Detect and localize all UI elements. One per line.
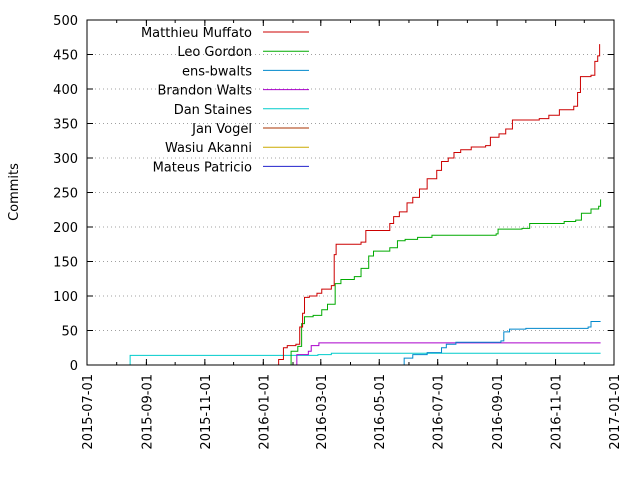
y-tick-label: 100 bbox=[53, 290, 78, 305]
legend-label: ens-bwalts bbox=[182, 64, 252, 79]
legend-label: Matthieu Muffato bbox=[141, 26, 252, 41]
x-tick-label: 2016-07-01 bbox=[432, 374, 447, 450]
series-line-3 bbox=[87, 342, 601, 366]
y-axis-label: Commits bbox=[7, 163, 22, 221]
x-tick-label: 2016-11-01 bbox=[550, 374, 565, 450]
x-tick-label: 2015-09-01 bbox=[140, 374, 155, 450]
x-tick-label: 2017-01-01 bbox=[608, 374, 623, 450]
plot-border bbox=[86, 19, 615, 366]
y-tick-label: 500 bbox=[53, 14, 78, 29]
legend-label: Mateus Patricio bbox=[153, 160, 252, 175]
legend-label: Jan Vogel bbox=[191, 122, 252, 137]
series-line-2 bbox=[87, 321, 601, 366]
series-line-0 bbox=[87, 44, 601, 366]
y-tick-label: 200 bbox=[53, 221, 78, 236]
y-tick-label: 450 bbox=[53, 49, 78, 64]
y-tick-label: 150 bbox=[53, 256, 78, 271]
x-tick-label: 2016-01-01 bbox=[257, 374, 272, 450]
x-tick-label: 2015-11-01 bbox=[199, 374, 214, 450]
x-tick-label: 2016-03-01 bbox=[315, 374, 330, 450]
y-tick-label: 0 bbox=[70, 359, 78, 374]
y-tick-label: 50 bbox=[61, 325, 78, 340]
x-tick-label: 2016-09-01 bbox=[491, 374, 506, 450]
x-tick-label: 2015-07-01 bbox=[81, 374, 96, 450]
series-line-1 bbox=[87, 199, 602, 366]
series-line-4 bbox=[87, 352, 601, 366]
y-tick-label: 300 bbox=[53, 152, 78, 167]
legend-label: Dan Staines bbox=[174, 103, 253, 118]
axes: 0 50 100 150 200 250 300 350 400 450 500 2015-07-01… bbox=[53, 14, 623, 450]
y-tick-label: 250 bbox=[53, 187, 78, 202]
legend-label: Leo Gordon bbox=[177, 45, 252, 60]
legend: Matthieu Muffato Leo Gordon ens-bwalts Bran… bbox=[141, 26, 309, 175]
legend-label: Brandon Walts bbox=[157, 84, 252, 99]
y-tick-label: 350 bbox=[53, 118, 78, 133]
x-tick-label: 2016-05-01 bbox=[373, 374, 388, 450]
y-tick-label: 400 bbox=[53, 83, 78, 98]
legend-label: Wasiu Akanni bbox=[165, 141, 252, 156]
